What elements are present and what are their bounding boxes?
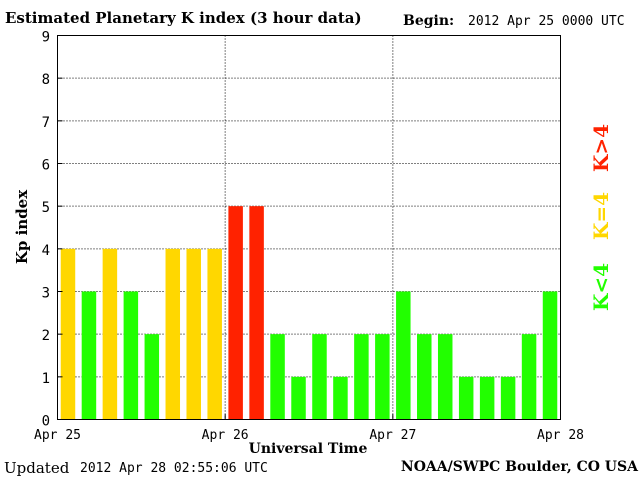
legend: K<4 K=4 K>4 [589, 124, 613, 311]
y-tick-label: 8 [42, 72, 50, 88]
kp-bar [479, 376, 495, 420]
kp-bar [165, 248, 181, 420]
grid-lines [57, 35, 561, 420]
kp-bar [500, 376, 516, 420]
kp-bar [333, 376, 348, 420]
kp-bar [207, 248, 222, 420]
kp-bar [542, 291, 558, 420]
plot-frame [57, 35, 561, 420]
legend-entry: K>4 [589, 124, 613, 172]
updated-label: Updated [4, 459, 70, 477]
kp-bar [396, 291, 411, 420]
kp-bar [437, 334, 453, 420]
credit-text: NOAA/SWPC Boulder, CO USA [400, 459, 638, 475]
updated-value: 2012 Apr 28 02:55:06 UTC [80, 461, 268, 476]
y-tick-label: 3 [42, 286, 50, 302]
kp-bar [375, 334, 390, 420]
begin-value: 2012 Apr 25 0000 UTC [468, 14, 625, 29]
y-tick-label: 1 [42, 371, 50, 387]
kp-bar [354, 334, 369, 420]
x-tick-label: Apr 27 [369, 428, 416, 443]
kp-bar [144, 334, 160, 420]
y-tick-labels: 0 1 2 3 4 5 6 7 8 9 [42, 30, 63, 430]
begin-label: Begin: [403, 13, 455, 29]
y-tick-label: 7 [42, 115, 50, 131]
kp-bar [458, 376, 474, 420]
kp-bar [186, 248, 201, 420]
kp-bar [270, 334, 285, 420]
kp-bar [249, 206, 264, 420]
kp-bar [123, 291, 139, 420]
bars [60, 206, 558, 420]
x-tick-label: Apr 28 [537, 428, 584, 443]
x-tick-label: Apr 25 [34, 428, 81, 443]
kp-bar [228, 206, 243, 420]
y-tick-label: 6 [42, 158, 50, 174]
legend-entry: K<4 [589, 263, 613, 311]
kp-bar [417, 334, 432, 420]
kp-bar [291, 376, 306, 420]
chart-title: Estimated Planetary K index (3 hour data… [5, 9, 362, 27]
x-tick-labels: Apr 25 Apr 26 Apr 27 Apr 28 [34, 414, 584, 443]
legend-entry: K=4 [589, 192, 613, 240]
y-tick-label: 5 [42, 200, 50, 216]
y-tick-label: 2 [42, 328, 50, 344]
x-tick-label: Apr 26 [202, 428, 249, 443]
kp-bar [81, 291, 97, 420]
kp-bar [312, 334, 327, 420]
x-axis-label: Universal Time [249, 441, 368, 457]
y-tick-label: 4 [42, 243, 50, 259]
y-tick-label: 0 [42, 414, 50, 430]
kp-bar [521, 334, 537, 420]
kp-bar [60, 248, 76, 420]
y-axis-label: Kp index [13, 189, 31, 264]
kp-bar [102, 248, 118, 420]
y-tick-label: 9 [42, 30, 50, 46]
